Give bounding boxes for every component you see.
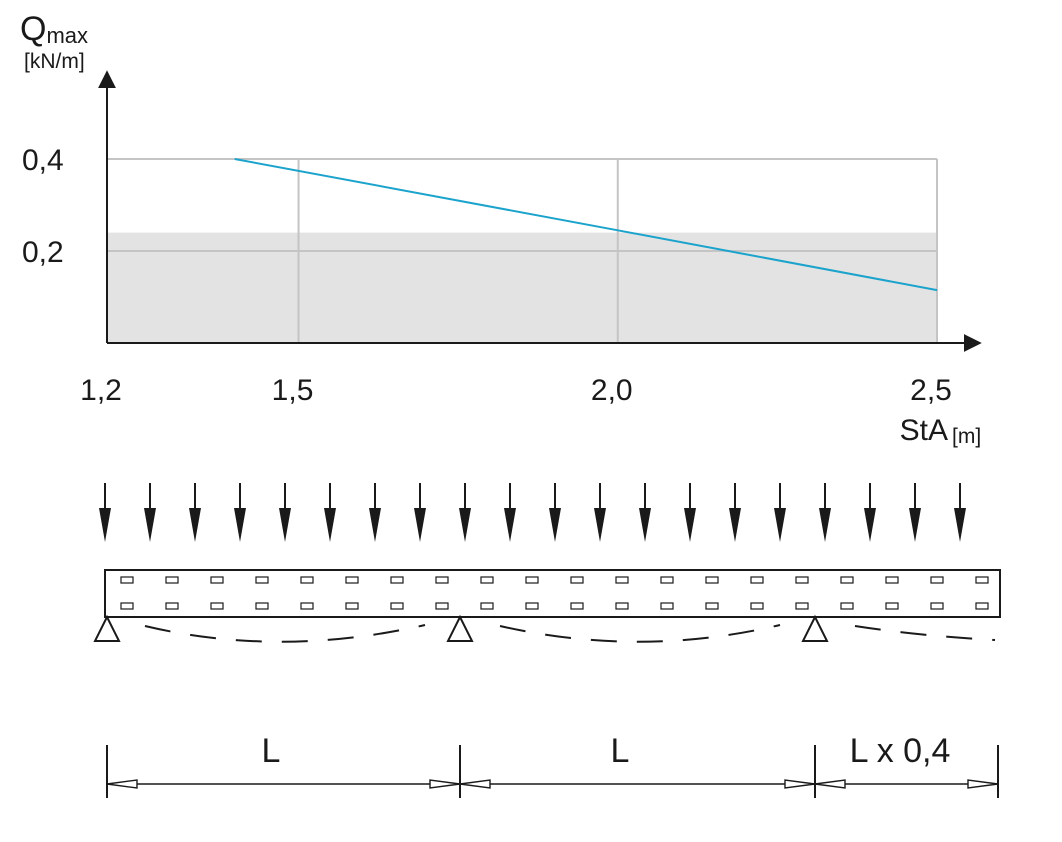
beam-slot [165, 576, 179, 584]
x-axis-label: StA [900, 414, 948, 447]
beam-slot [255, 576, 269, 584]
beam-slot [120, 576, 134, 584]
load-arrow [144, 483, 156, 542]
beam-slot [255, 602, 269, 610]
load-arrow [234, 483, 246, 542]
beam-slot [345, 602, 359, 610]
x-tick-label-1: 1,5 [272, 374, 314, 407]
deflection-curve-1 [144, 624, 426, 643]
beam-slot [390, 602, 404, 610]
beam-slot [840, 576, 854, 584]
load-arrow [684, 483, 696, 542]
dim-arrow-right [429, 779, 461, 789]
beam-slot [930, 602, 944, 610]
span-label-2: L [611, 732, 630, 770]
load-arrow [594, 483, 606, 542]
dimension-arrows [106, 779, 999, 789]
beam-slot [750, 602, 764, 610]
load-arrow [819, 483, 831, 542]
load-arrow [639, 483, 651, 542]
beam-slot [975, 602, 989, 610]
beam-slot [300, 576, 314, 584]
beam-slot [165, 602, 179, 610]
beam-slot [840, 602, 854, 610]
beam-slot [975, 576, 989, 584]
load-arrow [774, 483, 786, 542]
beam-slot [750, 576, 764, 584]
beam-slot [660, 576, 674, 584]
y-axis-unit: [kN/m] [24, 50, 85, 73]
beam-slot [480, 576, 494, 584]
deflection-curve-3 [854, 625, 996, 641]
beam-slot [210, 602, 224, 610]
beam-slot [885, 602, 899, 610]
beam-slot [705, 576, 719, 584]
support-3 [801, 614, 829, 642]
load-arrow [549, 483, 561, 542]
beam-slot [615, 602, 629, 610]
tick-labels: 1,2 1,5 2,0 2,5 0,2 0,4 [22, 144, 952, 407]
beam-slot [480, 602, 494, 610]
y-tick-label-0: 0,2 [22, 236, 64, 269]
load-arrows [99, 483, 966, 542]
beam-slot [885, 576, 899, 584]
load-arrow [414, 483, 426, 542]
beam-diagram: L L L x 0,4 [93, 483, 1001, 798]
beam-slot [435, 602, 449, 610]
dim-arrow-left [106, 779, 138, 789]
support-1 [93, 614, 121, 642]
beam-slot [300, 602, 314, 610]
load-arrow [99, 483, 111, 542]
load-arrow [369, 483, 381, 542]
chart: 1,2 1,5 2,0 2,5 0,2 0,4 Qmax [kN/m] StA [m] [20, 10, 982, 448]
span-label-1: L [262, 732, 281, 770]
series-group [234, 158, 938, 292]
shaded-band [107, 232, 937, 343]
load-arrow [459, 483, 471, 542]
beam [104, 569, 1001, 618]
x-tick-label-0: 1,2 [80, 374, 122, 407]
dim-arrow-left [459, 779, 491, 789]
x-tick-label-2: 2,0 [591, 374, 633, 407]
dim-arrow-right [967, 779, 999, 789]
dim-arrow-left [814, 779, 846, 789]
beam-slot [660, 602, 674, 610]
beam-slot [570, 602, 584, 610]
beam-slot [390, 576, 404, 584]
deflection-curve-2 [499, 624, 781, 643]
load-arrow [504, 483, 516, 542]
beam-slot [435, 576, 449, 584]
load-arrow [954, 483, 966, 542]
y-tick-label-1: 0,4 [22, 144, 64, 177]
beam-slot [345, 576, 359, 584]
load-arrow [279, 483, 291, 542]
beam-slot [705, 602, 719, 610]
beam-slots [120, 576, 989, 610]
load-arrow [909, 483, 921, 542]
y-axis-label: Qmax [20, 10, 88, 48]
load-arrow [729, 483, 741, 542]
x-axis-unit: [m] [952, 425, 981, 448]
beam-slot [570, 576, 584, 584]
beam-slot [930, 576, 944, 584]
beam-slot [795, 602, 809, 610]
beam-slot [210, 576, 224, 584]
beam-slot [615, 576, 629, 584]
span-label-3: L x 0,4 [850, 732, 951, 770]
beam-slot [525, 602, 539, 610]
beam-slot [120, 602, 134, 610]
load-arrow [324, 483, 336, 542]
beam-slot [795, 576, 809, 584]
dim-arrow-right [784, 779, 816, 789]
support-2 [446, 614, 474, 642]
grid [107, 158, 938, 343]
beam-slot [525, 576, 539, 584]
load-arrow [189, 483, 201, 542]
x-tick-label-3: 2,5 [910, 374, 952, 407]
load-arrow [864, 483, 876, 542]
series-line-0 [234, 158, 938, 292]
